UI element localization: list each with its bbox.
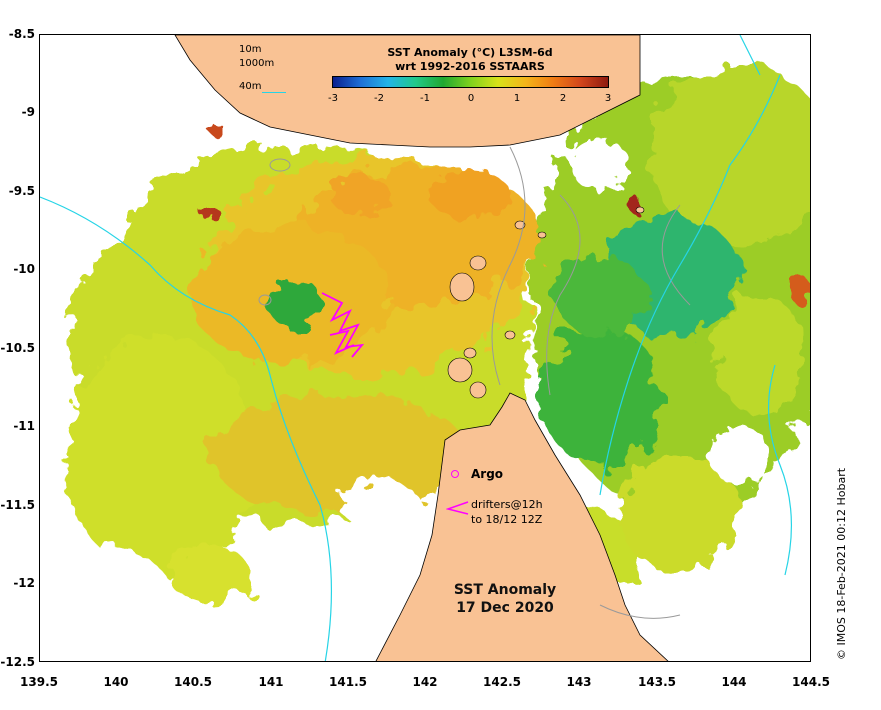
y-tick-label: -9	[21, 105, 35, 119]
isobath-10m	[258, 146, 691, 619]
colorbar-tick: 0	[467, 93, 475, 104]
y-tick-label: -12	[13, 576, 35, 590]
y-tick-label: -11	[13, 419, 35, 433]
y-tick-label: -10	[13, 262, 35, 276]
torres-strait-islands	[447, 206, 645, 399]
drifter-legend-icon	[446, 501, 469, 515]
x-tick-label: 142.5	[483, 675, 521, 689]
argo-legend-label: Argo	[471, 467, 504, 481]
colorbar	[332, 76, 609, 88]
x-tick-label: 140.5	[174, 675, 212, 689]
credit-text: © IMOS 18-Feb-2021 00:12 Hobart	[835, 467, 848, 660]
y-tick-label: -8.5	[8, 27, 35, 41]
y-tick-label: -11.5	[0, 498, 35, 512]
no-data-gaps	[40, 45, 810, 661]
x-tick-label: 139.5	[20, 675, 58, 689]
map-title: SST Anomaly	[453, 582, 557, 598]
x-tick-label: 144	[721, 675, 747, 689]
x-tick-label: 141	[258, 675, 284, 689]
depth-label-40m: 40m	[239, 81, 262, 92]
colorbar-tick: -1	[420, 93, 430, 104]
y-tick-label: -9.5	[8, 184, 35, 198]
colorbar-tick: -2	[374, 93, 384, 104]
argo-marker-icon	[451, 470, 459, 478]
land-new-guinea	[174, 35, 641, 148]
map-date: 17 Dec 2020	[456, 600, 554, 616]
x-tick-label: 143	[566, 675, 592, 689]
colorbar-title: SST Anomaly (°C) L3SM-6d	[387, 46, 553, 59]
x-tick-label: 143.5	[638, 675, 676, 689]
y-tick-label: -12.5	[0, 655, 35, 669]
depth-line-40m	[262, 92, 286, 93]
x-tick-label: 144.5	[792, 675, 830, 689]
x-tick-label: 142	[412, 675, 438, 689]
x-tick-label: 140	[103, 675, 129, 689]
colorbar-subtitle: wrt 1992-2016 SSTAARS	[395, 60, 545, 73]
drifter-legend-sublabel: to 18/12 12Z	[471, 513, 543, 526]
depth-label-1000m: 1000m	[239, 58, 275, 69]
drifter-tracks	[321, 292, 365, 358]
x-tick-label: 141.5	[329, 675, 367, 689]
drifter-legend-label: drifters@12h	[471, 498, 543, 511]
land-cape-york	[375, 392, 669, 661]
y-tick-label: -10.5	[0, 341, 35, 355]
sst-map	[40, 35, 810, 661]
isobath-40m	[40, 35, 793, 661]
colorbar-tick: -3	[328, 93, 338, 104]
depth-label-10m: 10m	[239, 44, 262, 55]
colorbar-tick: 3	[604, 93, 612, 104]
colorbar-tick: 2	[559, 93, 567, 104]
sst-hotspots	[200, 125, 810, 305]
map-frame	[39, 34, 811, 662]
colorbar-tick: 1	[513, 93, 521, 104]
